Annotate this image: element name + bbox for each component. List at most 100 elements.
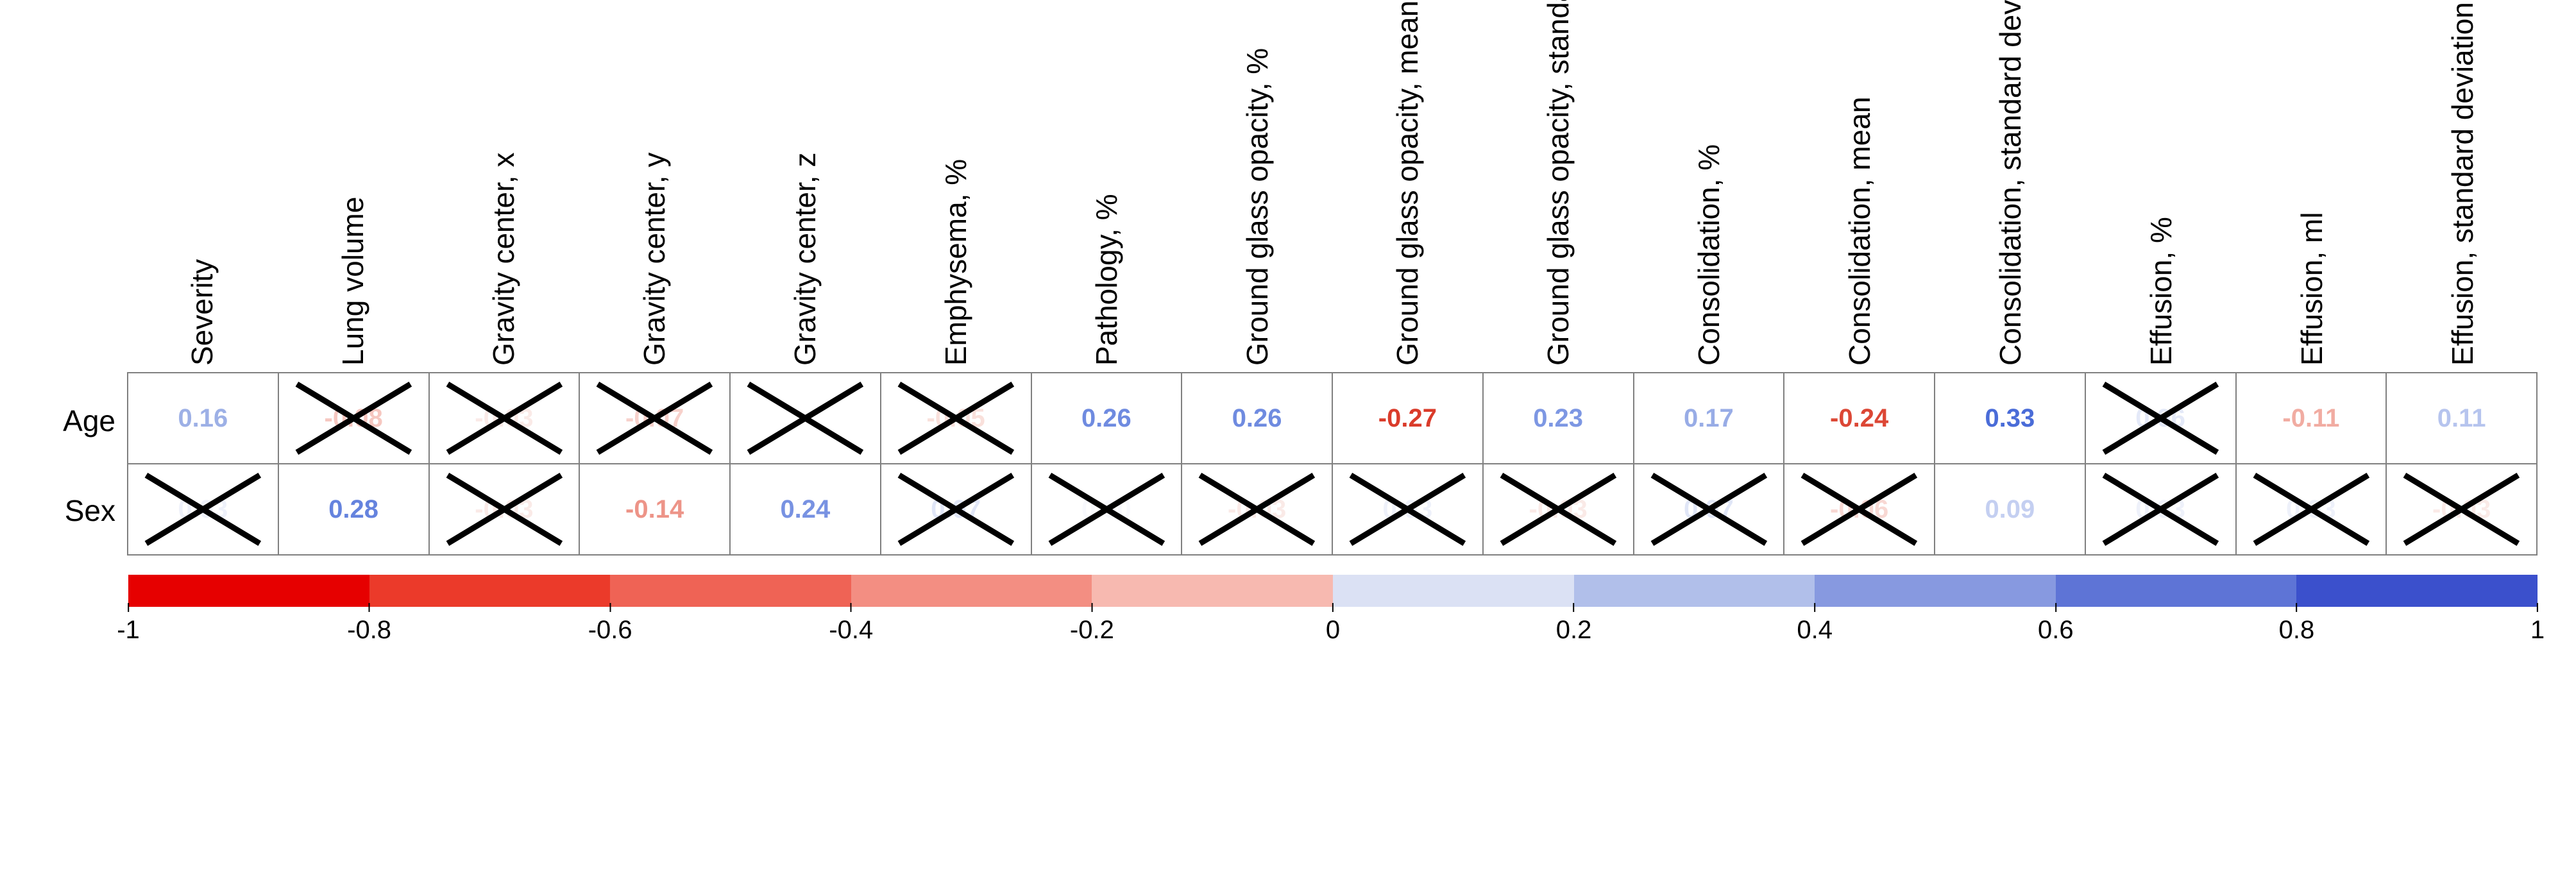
column-label: Gravity center, x	[428, 13, 579, 372]
cell-value: 0.24	[780, 495, 830, 524]
column-label: Gravity center, y	[579, 13, 730, 372]
cross-icon	[279, 373, 428, 463]
row-label: Sex	[38, 466, 121, 556]
matrix-cell: -0.06	[1784, 464, 1935, 556]
matrix-cell: 0.23	[1484, 373, 1634, 464]
colorbar-area: -1-0.8-0.6-0.4-0.200.20.40.60.81	[128, 575, 2538, 654]
matrix-cell: 0.03	[2237, 464, 2387, 556]
colorbar-segment	[610, 575, 851, 607]
cell-value: 0.26	[1232, 404, 1282, 433]
correlation-chart: AgeSex SeverityLung volumeGravity center…	[0, 0, 2576, 674]
cell-value: 0.16	[178, 404, 228, 433]
matrix-cell: -0.27	[1333, 373, 1484, 464]
colorbar-segment	[1574, 575, 1815, 607]
colorbar-segment	[369, 575, 611, 607]
column-label: Consolidation, standard deviation	[1935, 13, 2086, 372]
colorbar-tick: 1	[2530, 609, 2545, 638]
cell-value: -0.27	[1378, 404, 1437, 433]
matrix-cell: -0.07	[580, 373, 731, 464]
cross-icon	[2086, 464, 2235, 554]
cross-icon	[881, 373, 1031, 463]
cross-icon	[1333, 464, 1482, 554]
colorbar-segment	[1333, 575, 1574, 607]
matrix-cell: 0.33	[1935, 373, 2086, 464]
matrix-cell: 0.16	[128, 373, 279, 464]
cell-value: -0.11	[2282, 404, 2339, 433]
row-label: Age	[38, 376, 121, 466]
cross-icon	[2086, 373, 2235, 463]
matrix-cell: -0.03	[430, 464, 580, 556]
column-label: Ground glass opacity, mean	[1332, 13, 1483, 372]
cross-icon	[1784, 464, 1934, 554]
colorbar-segment	[1815, 575, 2056, 607]
cell-value: 0.17	[1684, 404, 1734, 433]
cross-icon	[1182, 464, 1332, 554]
matrix-area: AgeSex SeverityLung volumeGravity center…	[38, 13, 2538, 556]
column-label: Pathology, %	[1031, 13, 1182, 372]
colorbar-tick: -0.8	[347, 609, 391, 638]
matrix-rows: 0.16-0.08-0.03-0.07-0.050.260.26-0.270.2…	[127, 372, 2538, 556]
cross-icon	[580, 373, 729, 463]
column-label: Lung volume	[278, 13, 428, 372]
matrix-cell: 0.00	[1032, 464, 1183, 556]
matrix-cell: 0.24	[731, 464, 881, 556]
matrix-cell: -0.24	[1784, 373, 1935, 464]
cell-value: 0.23	[1533, 404, 1583, 433]
cell-value: 0.28	[328, 495, 378, 524]
cell-value: 0.33	[1985, 404, 2035, 433]
colorbar-segment	[1092, 575, 1333, 607]
matrix-cell: 0.09	[1935, 464, 2086, 556]
cell-value: -0.24	[1830, 404, 1888, 433]
column-label: Ground glass opacity, standard deviation	[1483, 13, 1634, 372]
matrix-cell: 0.26	[1032, 373, 1183, 464]
matrix-cell: -0.05	[881, 373, 1032, 464]
colorbar-tick: -0.2	[1070, 609, 1114, 638]
matrix-cell: -0.03	[1484, 464, 1634, 556]
column-label: Effusion, standard deviation	[2387, 13, 2538, 372]
cell-value: 0.11	[2437, 404, 2486, 433]
matrix-cell: 0.28	[279, 464, 430, 556]
cross-icon	[430, 373, 579, 463]
matrix-cell: 0.03	[128, 464, 279, 556]
column-label: Consolidation, mean	[1784, 13, 1935, 372]
matrix-cell: 0.06	[2086, 373, 2237, 464]
cross-icon	[881, 464, 1031, 554]
matrix-cell: -0.08	[279, 373, 430, 464]
matrix-cell: 0.17	[1634, 373, 1785, 464]
colorbar-tick: -0.6	[588, 609, 632, 638]
colorbar-tick: -1	[117, 609, 140, 638]
matrix-cell: -0.11	[2237, 373, 2387, 464]
matrix-cell: 0.03	[2086, 464, 2237, 556]
colorbar-tick: 0.6	[2038, 609, 2074, 638]
matrix-cell: 0.26	[1182, 373, 1333, 464]
matrix-cell: 0.03	[1333, 464, 1484, 556]
matrix-cell: -0.14	[580, 464, 731, 556]
matrix-row: 0.030.28-0.03-0.140.240.070.00-0.030.03-…	[128, 464, 2538, 556]
column-label: Effusion, ml	[2236, 13, 2387, 372]
colorbar-segment	[851, 575, 1092, 607]
matrix-cell: 0.07	[881, 464, 1032, 556]
colorbar-segment	[128, 575, 369, 607]
cross-icon	[1032, 464, 1182, 554]
matrix-row: 0.16-0.08-0.03-0.07-0.050.260.26-0.270.2…	[128, 373, 2538, 464]
row-labels: AgeSex	[38, 17, 121, 556]
colorbar-tick: 0.8	[2279, 609, 2315, 638]
column-label: Gravity center, z	[730, 13, 881, 372]
matrix-cell: -0.03	[430, 373, 580, 464]
cross-icon	[430, 464, 579, 554]
colorbar-ticks: -1-0.8-0.6-0.4-0.200.20.40.60.81	[128, 609, 2538, 654]
matrix-cell: 0.07	[1634, 464, 1785, 556]
colorbar-tick: -0.4	[829, 609, 873, 638]
cell-value: 0.09	[1985, 495, 2035, 524]
matrix-cell	[731, 373, 881, 464]
cross-icon	[731, 373, 880, 463]
cross-icon	[1484, 464, 1633, 554]
cross-icon	[1634, 464, 1784, 554]
cross-icon	[128, 464, 278, 554]
column-label: Severity	[127, 13, 278, 372]
colorbar	[128, 575, 2538, 607]
column-label: Consolidation, %	[1634, 13, 1784, 372]
matrix-cell: -0.03	[2387, 464, 2538, 556]
cross-icon	[2237, 464, 2386, 554]
colorbar-tick: 0.4	[1797, 609, 1833, 638]
